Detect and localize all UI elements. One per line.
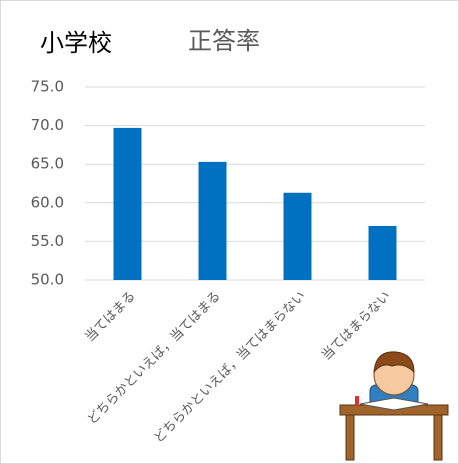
bar [198, 161, 227, 280]
y-tick-label: 65.0 [31, 155, 64, 173]
bar [113, 127, 142, 280]
illustration [339, 351, 449, 461]
y-tick-label: 60.0 [31, 193, 64, 211]
chart-title: 正答率 [188, 27, 260, 55]
y-tick-label: 50.0 [31, 271, 64, 289]
y-tick-label: 75.0 [31, 78, 64, 96]
bar [283, 192, 312, 280]
y-tick-label: 70.0 [31, 116, 64, 134]
y-tick-label: 55.0 [31, 232, 64, 250]
bar [368, 225, 397, 280]
annotation: 小学校 [40, 29, 112, 57]
